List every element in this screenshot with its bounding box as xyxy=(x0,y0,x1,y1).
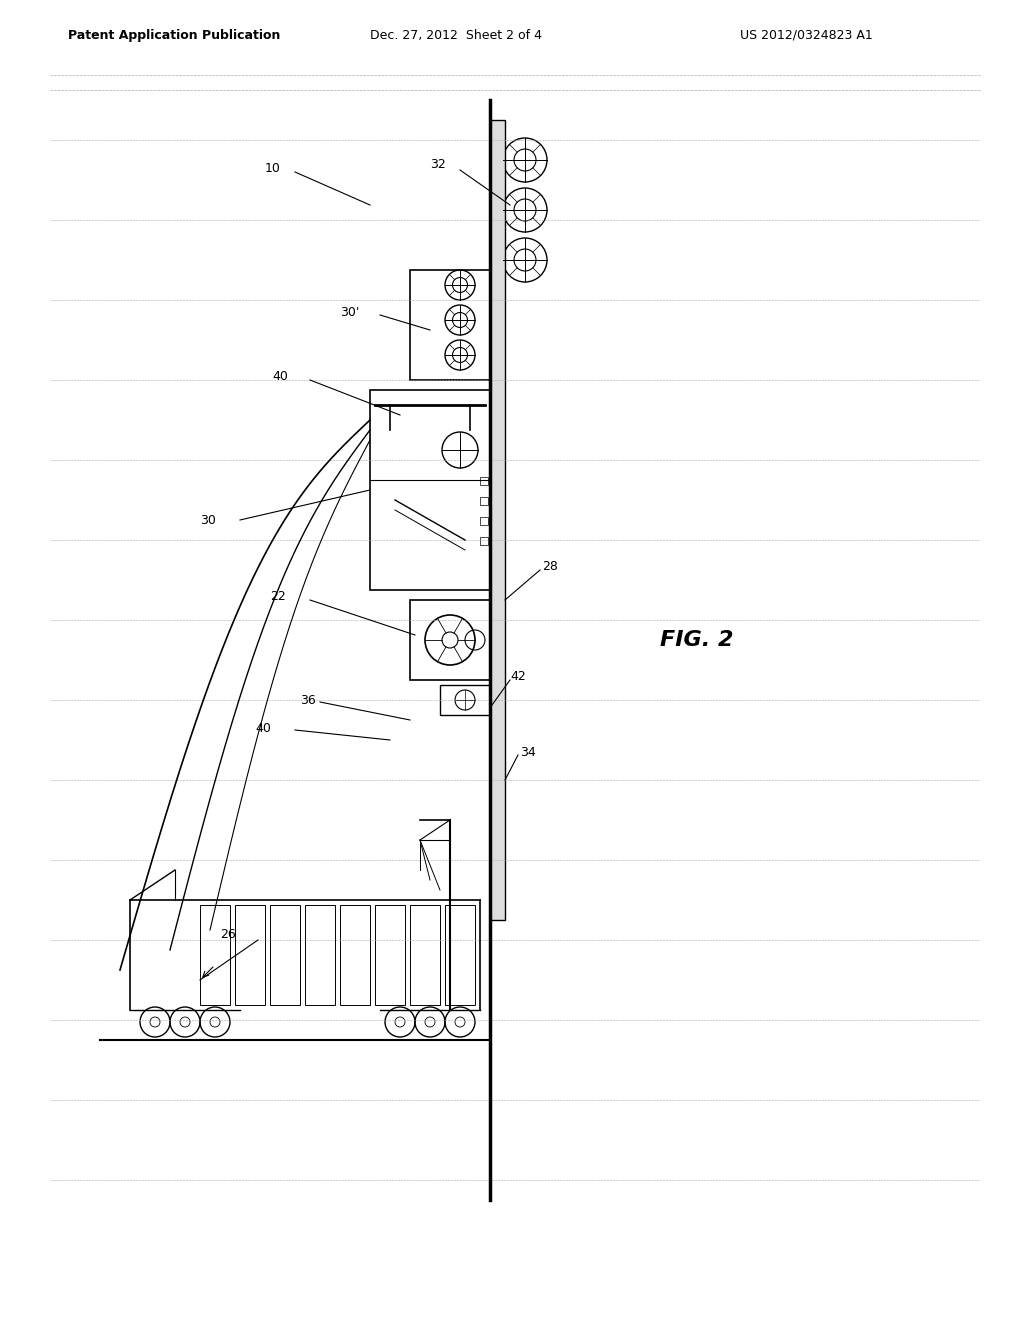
Bar xyxy=(200,906,230,1005)
Text: 28: 28 xyxy=(542,561,558,573)
Text: 40: 40 xyxy=(255,722,271,734)
Bar xyxy=(375,906,406,1005)
Bar xyxy=(270,906,300,1005)
Bar xyxy=(305,906,335,1005)
Text: 36: 36 xyxy=(300,693,315,706)
Bar xyxy=(480,498,488,506)
Text: Dec. 27, 2012  Sheet 2 of 4: Dec. 27, 2012 Sheet 2 of 4 xyxy=(370,29,542,41)
Bar xyxy=(480,517,488,525)
Bar xyxy=(370,389,490,590)
Bar xyxy=(445,906,475,1005)
Text: 26: 26 xyxy=(220,928,236,941)
Text: 40: 40 xyxy=(272,371,288,384)
Bar xyxy=(440,685,490,715)
Bar xyxy=(234,906,265,1005)
Text: Patent Application Publication: Patent Application Publication xyxy=(68,29,281,41)
Text: 42: 42 xyxy=(510,671,525,684)
Bar xyxy=(410,271,490,380)
Bar xyxy=(340,906,370,1005)
Text: 22: 22 xyxy=(270,590,286,603)
Text: 34: 34 xyxy=(520,746,536,759)
Bar xyxy=(480,477,488,484)
Bar xyxy=(490,120,505,920)
Text: 32: 32 xyxy=(430,158,445,172)
Bar xyxy=(410,601,490,680)
Text: US 2012/0324823 A1: US 2012/0324823 A1 xyxy=(740,29,872,41)
Text: FIG. 2: FIG. 2 xyxy=(660,630,733,649)
Bar xyxy=(480,537,488,545)
Text: 10: 10 xyxy=(265,161,281,174)
Text: 30: 30 xyxy=(200,513,216,527)
Text: 30': 30' xyxy=(340,305,359,318)
Bar xyxy=(410,906,440,1005)
